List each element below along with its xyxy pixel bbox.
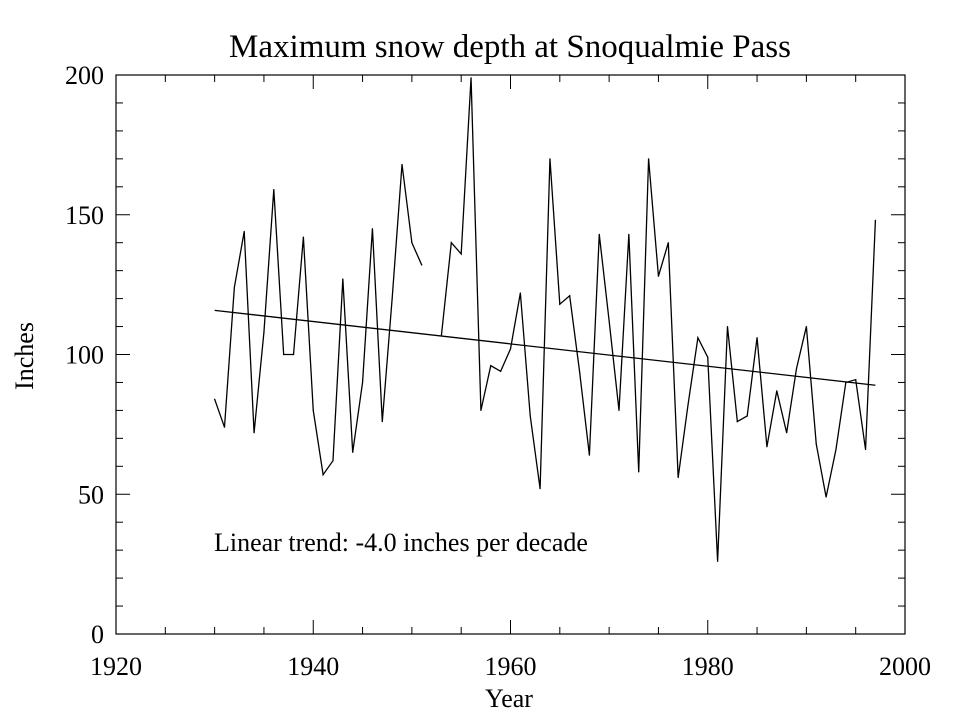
data-point	[766, 446, 768, 448]
data-point	[667, 242, 669, 244]
data-point	[371, 228, 374, 230]
data-point	[647, 158, 650, 160]
data-point	[559, 303, 561, 305]
data-point	[805, 325, 807, 328]
data-point	[855, 379, 857, 381]
data-point	[835, 448, 837, 451]
data-point	[263, 331, 265, 333]
trend-annotation: Linear trend: -4.0 inches per decade	[214, 528, 588, 557]
data-point	[401, 163, 403, 166]
data-point	[411, 242, 413, 244]
snow-depth-series	[214, 77, 877, 562]
data-point	[608, 320, 610, 322]
data-point	[717, 560, 719, 562]
trend-series	[214, 309, 876, 386]
data-point	[815, 443, 817, 445]
series-layer	[214, 77, 877, 562]
data-point	[214, 398, 216, 400]
data-point	[283, 353, 285, 356]
data-point	[342, 278, 344, 280]
data-point	[273, 188, 275, 191]
data-point	[450, 242, 452, 244]
data-point	[707, 356, 709, 358]
data-point	[460, 253, 462, 255]
data-point	[440, 334, 443, 336]
data-point	[500, 370, 502, 372]
x-tick-label: 1940	[287, 652, 339, 681]
data-point	[519, 292, 521, 294]
data-point	[874, 219, 877, 221]
x-axis-ticks: 1920 1940 1960 1980 2000	[90, 75, 931, 681]
x-tick-label: 1960	[485, 652, 537, 681]
data-point	[421, 264, 423, 266]
data-point	[736, 420, 738, 423]
x-tick-label: 2000	[879, 652, 931, 681]
y-axis-label: Inches	[10, 322, 39, 390]
data-point	[598, 233, 600, 235]
trend-line	[214, 309, 876, 386]
data-point	[657, 275, 660, 277]
data-point	[578, 370, 581, 372]
data-point	[776, 390, 778, 392]
data-point	[726, 325, 729, 328]
data-point	[795, 367, 798, 370]
data-point	[529, 415, 531, 417]
data-point	[302, 236, 304, 238]
data-point	[233, 286, 235, 289]
data-point	[322, 474, 324, 476]
data-point	[677, 476, 679, 479]
data-point	[588, 454, 591, 456]
y-tick-label: 200	[65, 61, 104, 90]
data-point	[391, 298, 393, 300]
data-point	[223, 426, 226, 428]
data-point	[361, 381, 364, 384]
y-tick-label: 150	[65, 201, 104, 230]
y-tick-label: 100	[65, 341, 104, 370]
x-tick-label: 1980	[682, 652, 734, 681]
data-point	[618, 409, 620, 411]
y-tick-label: 0	[91, 620, 104, 649]
y-tick-label: 50	[78, 480, 104, 509]
data-point	[332, 460, 334, 462]
data-point	[746, 415, 748, 417]
data-point	[480, 409, 482, 411]
data-point	[490, 365, 492, 367]
data-point	[539, 488, 541, 490]
data-point	[253, 432, 255, 434]
data-point	[381, 420, 383, 423]
data-point	[292, 353, 295, 356]
data-point	[864, 448, 867, 451]
data-point	[638, 471, 640, 473]
y-axis-ticks: 0 50 100 150 200	[65, 61, 905, 649]
x-axis-label: Year	[485, 684, 533, 713]
data-point	[352, 451, 354, 453]
data-point	[825, 496, 827, 498]
data-point	[687, 404, 689, 406]
data-point	[786, 432, 788, 434]
data-point	[470, 77, 472, 79]
data-point	[549, 158, 551, 160]
data-point	[509, 348, 512, 350]
data-point	[243, 230, 245, 233]
data-point	[756, 337, 758, 339]
data-point	[312, 409, 314, 411]
data-point	[569, 295, 571, 297]
x-tick-label: 1920	[90, 652, 142, 681]
snow-depth-line	[214, 77, 877, 562]
chart-title: Maximum snow depth at Snoqualmie Pass	[229, 29, 791, 65]
data-point	[628, 233, 630, 235]
data-point	[697, 337, 699, 339]
